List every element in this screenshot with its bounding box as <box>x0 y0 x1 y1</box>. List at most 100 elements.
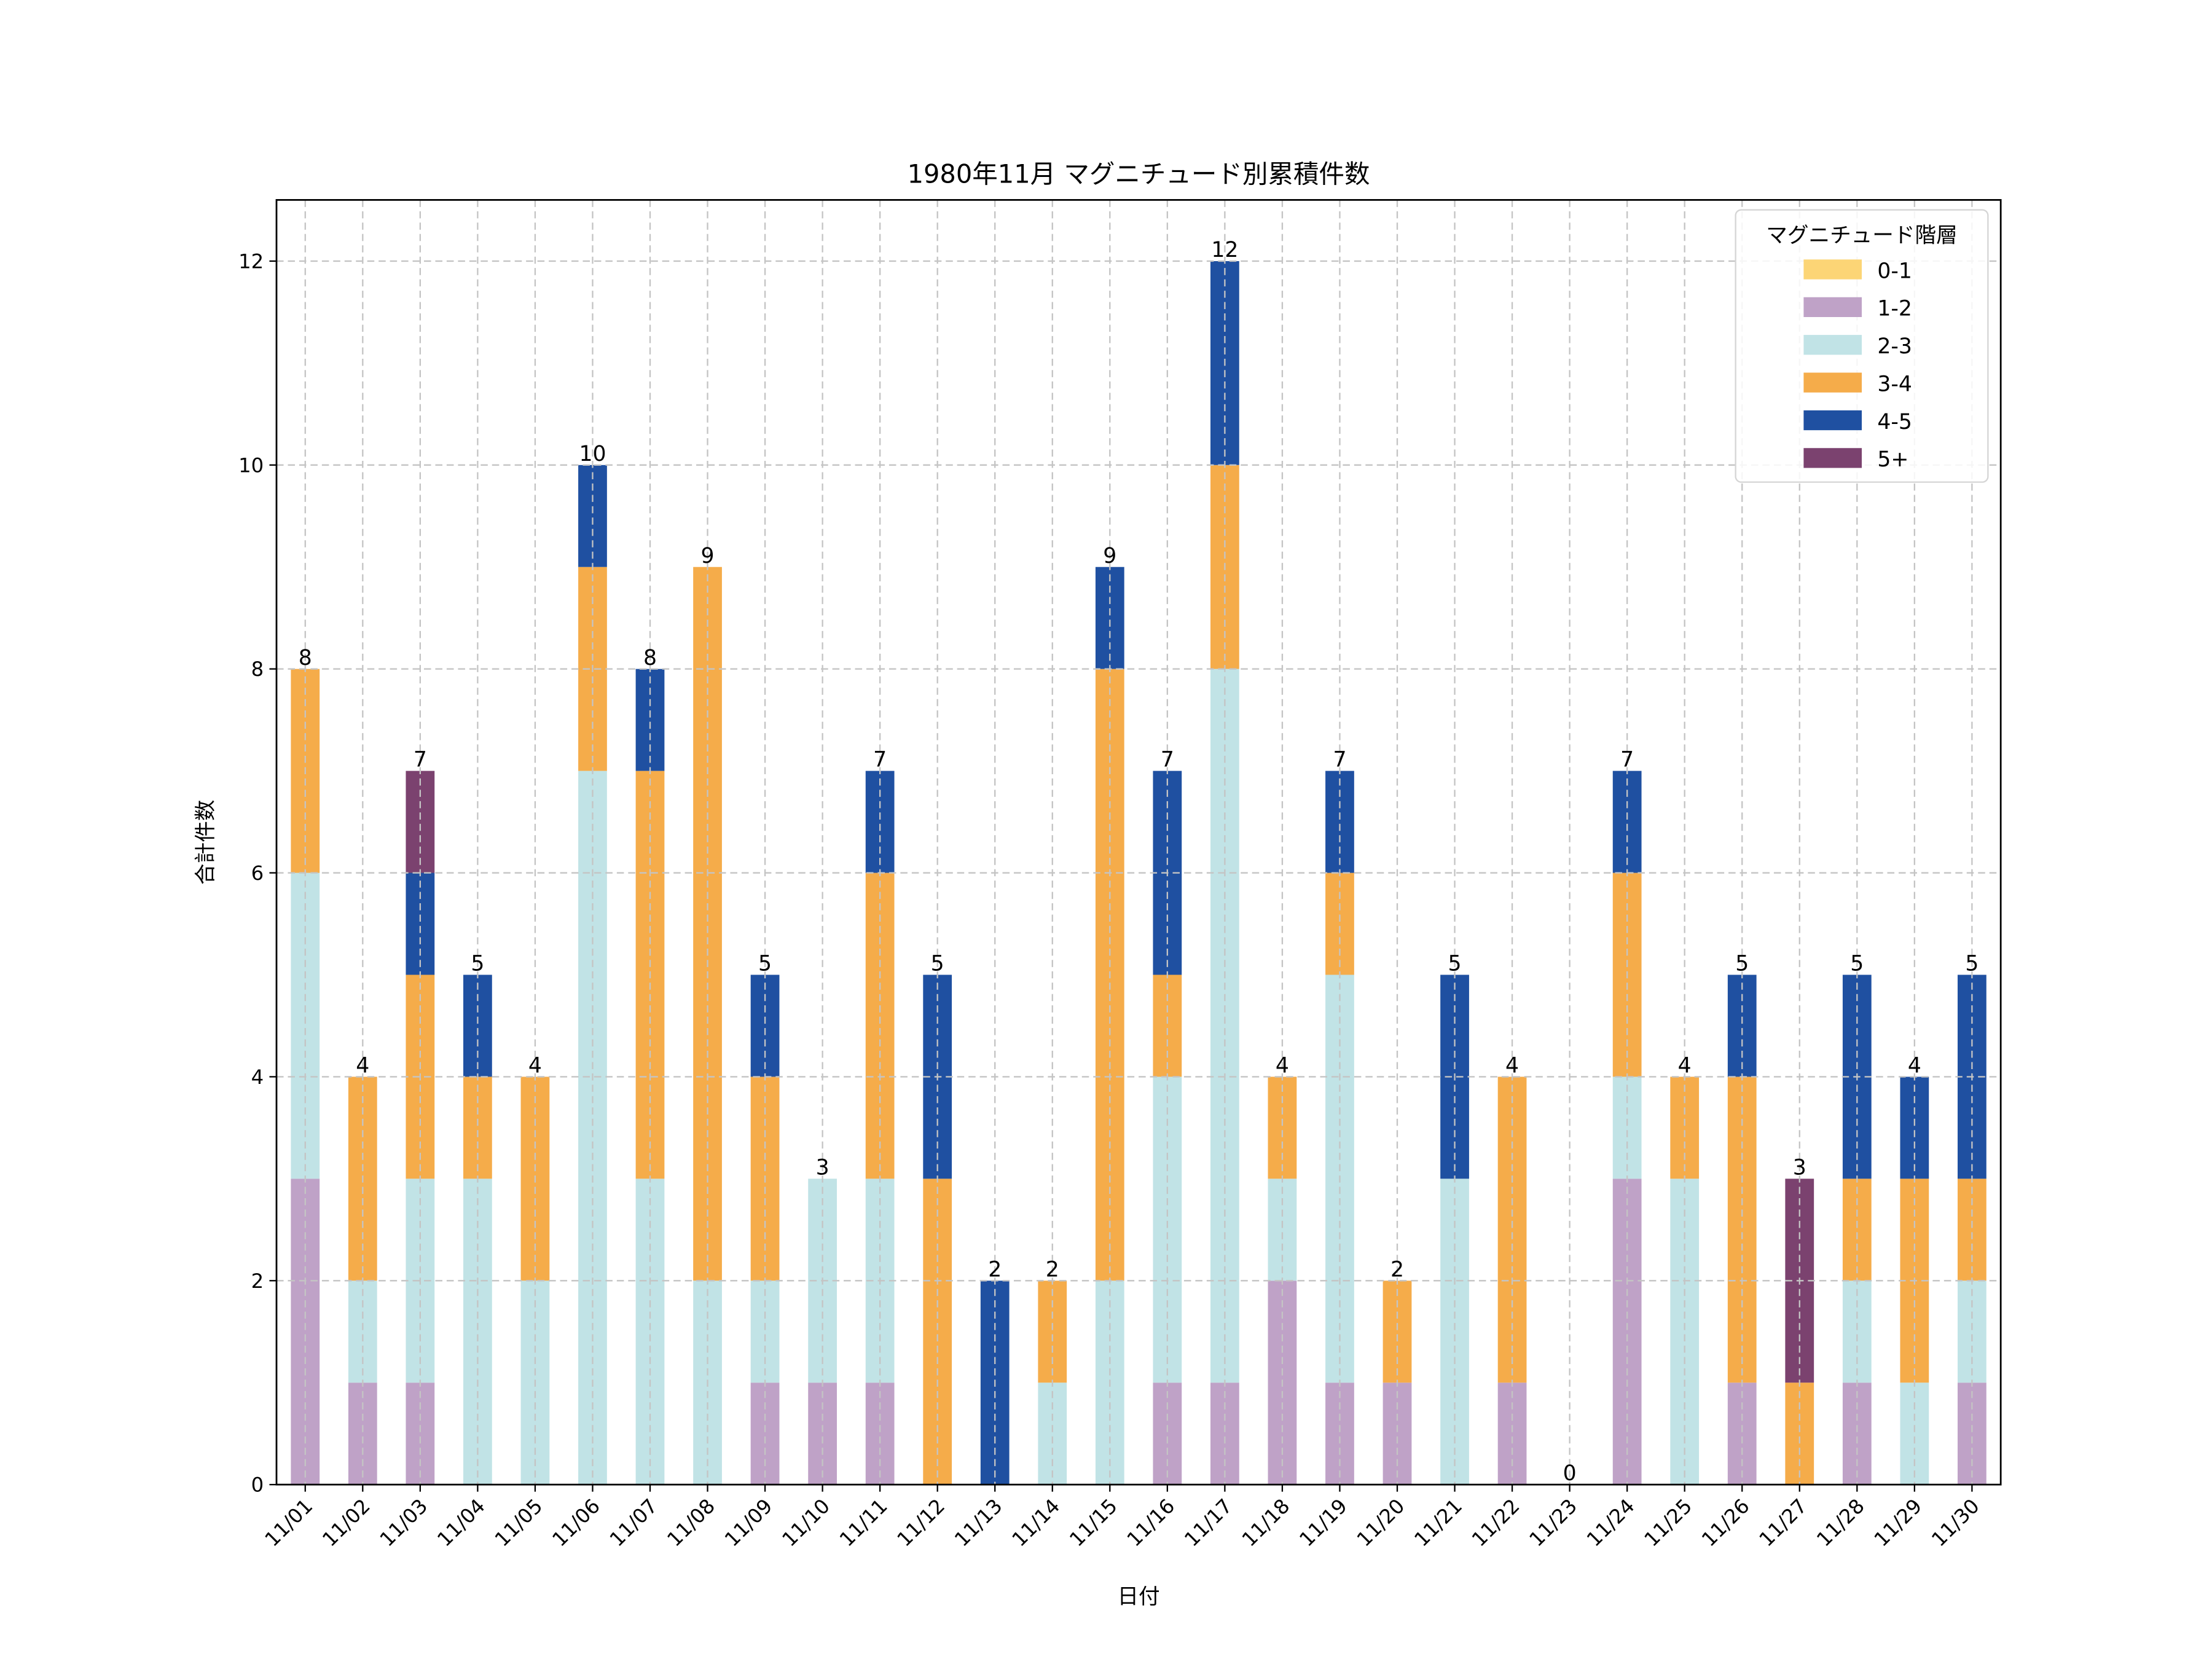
bar-segment-1-2 <box>1210 1382 1239 1485</box>
y-tick-label: 10 <box>238 453 264 477</box>
bar-total-label: 2 <box>988 1257 1002 1282</box>
bar-total-label: 5 <box>931 952 944 976</box>
bar-segment-3-4 <box>1497 1077 1527 1383</box>
bar-segment-1-2 <box>1727 1382 1757 1485</box>
bar-segment-4-5 <box>578 465 607 567</box>
bar-segment-1-2 <box>348 1382 377 1485</box>
bar-segment-2-3 <box>1210 669 1239 1383</box>
x-tick-label: 11/01 <box>261 1494 318 1551</box>
bar-total-label: 2 <box>1390 1257 1404 1282</box>
bar-labels: 8 4 7 5 4 10 8 9 5 3 7 5 2 2 9 7 12 4 7 2 5 4 0 7 4 5 3 5 4 5 <box>299 238 1979 1486</box>
bar-segment-4-5 <box>865 771 895 873</box>
bar-total-label: 4 <box>1908 1053 1921 1078</box>
bar-segment-1-2 <box>1497 1382 1527 1485</box>
x-tick-label: 11/08 <box>662 1494 720 1551</box>
bar-segment-4-5 <box>1727 975 1757 1077</box>
bar-segment-3-4 <box>693 567 722 1281</box>
bar-segment-3-4 <box>1268 1077 1297 1179</box>
bar-segment-3-4 <box>865 873 895 1179</box>
bar-segment-2-3 <box>635 1179 665 1485</box>
legend-swatch-5+ <box>1803 448 1862 468</box>
bar-segment-2-3 <box>463 1179 492 1485</box>
bar-segment-1-2 <box>406 1382 435 1485</box>
x-tick-label: 11/20 <box>1352 1494 1410 1551</box>
bar-segment-2-3 <box>750 1281 780 1383</box>
bar-segment-1-2 <box>291 1179 320 1485</box>
legend-label: 2-3 <box>1877 334 1912 359</box>
y-tick-label: 0 <box>251 1473 264 1497</box>
chart-title: 1980年11月 マグニチュード別累積件数 <box>908 159 1370 189</box>
x-tick-label: 11/14 <box>1008 1494 1065 1551</box>
x-tick-label: 11/10 <box>777 1494 834 1551</box>
bar-segment-2-3 <box>291 873 320 1179</box>
bar-segment-2-3 <box>1842 1281 1872 1383</box>
bar-segment-4-5 <box>463 975 492 1077</box>
bar-segment-4-5 <box>750 975 780 1077</box>
bar-total-label: 7 <box>1620 748 1634 772</box>
x-tick-label: 11/25 <box>1640 1494 1697 1551</box>
bar-total-label: 7 <box>873 748 887 772</box>
x-tick-label: 11/22 <box>1467 1494 1524 1551</box>
x-tick-label: 11/06 <box>547 1494 605 1551</box>
bar-total-label: 9 <box>1103 544 1116 568</box>
bar-total-label: 5 <box>1965 952 1979 976</box>
bar-total-label: 4 <box>1505 1053 1519 1078</box>
legend: マグニチュード階層 0-1 1-2 2-3 3-4 4-5 5+ <box>1735 209 1989 483</box>
y-tick-label: 2 <box>251 1269 264 1293</box>
bar-segment-4-5 <box>1095 567 1124 669</box>
bar-segment-3-4 <box>1382 1281 1412 1383</box>
x-axis-label: 日付 <box>1117 1585 1159 1609</box>
plot-frame <box>275 199 2002 1486</box>
x-axis: 11/01 11/02 11/03 11/04 11/05 11/06 11/07 11/08… <box>261 1484 1984 1551</box>
x-tick-label: 11/16 <box>1123 1494 1180 1551</box>
bar-segment-3-4 <box>1670 1077 1700 1179</box>
x-tick-label: 11/19 <box>1295 1494 1352 1551</box>
bar-total-label: 4 <box>356 1053 369 1078</box>
x-tick-label: 11/29 <box>1870 1494 1927 1551</box>
x-tick-label: 11/30 <box>1927 1494 1984 1551</box>
bar-total-label: 4 <box>1678 1053 1692 1078</box>
bar-segment-2-3 <box>348 1281 377 1383</box>
bar-segment-1-2 <box>808 1382 837 1485</box>
bar-segment-4-5 <box>1325 771 1354 873</box>
x-tick-label: 11/03 <box>375 1494 433 1551</box>
bar-total-label: 5 <box>1850 952 1864 976</box>
x-tick-label: 11/18 <box>1237 1494 1295 1551</box>
legend-label: 1-2 <box>1877 297 1912 321</box>
y-axis-label: 合計件数 <box>194 800 218 885</box>
bar-total-label: 4 <box>528 1053 542 1078</box>
legend-swatch-0-1 <box>1803 259 1862 280</box>
bar-segment-2-3 <box>1440 1179 1469 1485</box>
bar-segment-2-3 <box>1612 1077 1642 1179</box>
bar-segment-2-3 <box>1038 1382 1067 1485</box>
bar-total-label: 5 <box>1735 952 1749 976</box>
bar-total-label: 8 <box>299 646 312 670</box>
bar-segment-1-2 <box>1612 1179 1642 1485</box>
bar-segment-3-4 <box>1153 975 1182 1077</box>
bar-total-label: 3 <box>816 1155 830 1180</box>
x-tick-label: 11/05 <box>490 1494 547 1551</box>
legend-label: 3-4 <box>1877 372 1912 396</box>
bar-segment-3-4 <box>1325 873 1354 975</box>
bar-segment-5+ <box>406 771 435 873</box>
bar-total-label: 10 <box>579 442 606 466</box>
y-tick-label: 6 <box>251 861 264 885</box>
bar-total-label: 9 <box>701 544 715 568</box>
bar-segment-2-3 <box>578 771 607 1485</box>
bar-segment-2-3 <box>1900 1382 1929 1485</box>
legend-title: マグニチュード階層 <box>1766 224 1957 248</box>
x-tick-label: 11/11 <box>835 1494 892 1551</box>
bar-segment-1-2 <box>1325 1382 1354 1485</box>
x-tick-label: 11/24 <box>1582 1494 1639 1551</box>
bar-total-label: 5 <box>471 952 484 976</box>
y-tick-label: 12 <box>238 249 264 273</box>
bar-segment-3-4 <box>1785 1382 1814 1485</box>
legend-swatch-3-4 <box>1803 372 1862 393</box>
y-tick-label: 4 <box>251 1065 264 1089</box>
bar-segment-2-3 <box>1958 1281 1986 1383</box>
x-tick-label: 11/28 <box>1812 1494 1869 1551</box>
bar-total-label: 7 <box>1161 748 1174 772</box>
bar-segment-1-2 <box>1958 1382 1986 1485</box>
bar-segment-1-2 <box>1382 1382 1412 1485</box>
legend-label: 4-5 <box>1877 410 1912 434</box>
